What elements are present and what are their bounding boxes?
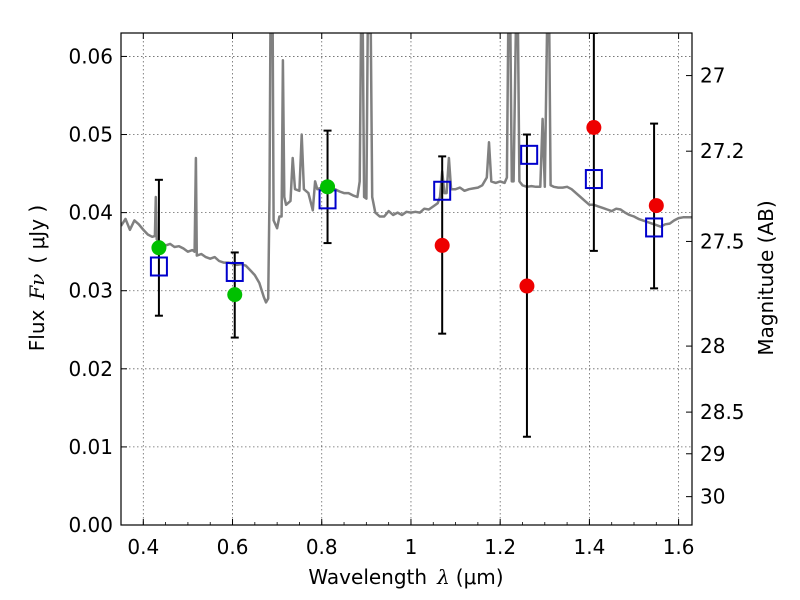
y-tick-label: 0.00: [68, 513, 113, 537]
y2-tick-label: 30: [700, 485, 725, 509]
model-square-point: [520, 144, 539, 165]
x-axis-label: Wavelength λ (μm): [308, 565, 503, 589]
y-tick-label: 0.05: [68, 123, 113, 147]
model-points: [149, 144, 664, 282]
green-data-point: [151, 240, 167, 256]
model-square-point: [149, 256, 168, 277]
y-axis-ticks: 0.00 0.01 0.02 0.03 0.04 0.05 0.06: [68, 44, 127, 537]
y-tick-label: 0.01: [68, 435, 113, 459]
y2-tick-label: 27.5: [700, 229, 745, 253]
red-data-point: [519, 278, 535, 294]
y-tick-label: 0.04: [68, 201, 113, 225]
y2-tick-label: 28.5: [700, 400, 745, 424]
y-tick-label: 0.06: [68, 44, 113, 68]
y-tick-label: 0.02: [68, 357, 113, 381]
y-tick-label: 0.03: [68, 279, 113, 303]
y2-axis-label: Magnitude (AB): [754, 200, 778, 355]
y2-tick-label: 27: [700, 64, 725, 88]
x-tick-label: 0.8: [306, 535, 338, 559]
x-tick-label: 0.4: [127, 535, 159, 559]
red-data-point: [586, 119, 602, 135]
model-square-point: [645, 217, 664, 238]
y2-tick-label: 27.2: [700, 139, 745, 163]
y2-tick-label: 28: [700, 334, 725, 358]
y2-tick-label: 29: [700, 442, 725, 466]
model-square-point: [584, 169, 603, 190]
model-square-point: [433, 180, 452, 201]
y-axis-label: FluxFν( μJy ): [25, 205, 49, 351]
red-data-point: [648, 198, 664, 214]
spectrum-line: [121, 33, 692, 304]
x-tick-label: 1.4: [573, 535, 605, 559]
green-points: [151, 179, 336, 303]
green-data-point: [320, 179, 336, 195]
plot-frame: [120, 32, 693, 526]
x-tick-label: 1.6: [663, 535, 695, 559]
y2-axis-ticks: 27 27.2 27.5 28 28.5 29 30: [686, 64, 745, 509]
red-points: [434, 119, 664, 294]
x-tick-label: 1: [405, 535, 418, 559]
red-data-point: [434, 237, 450, 253]
green-data-point: [227, 287, 243, 303]
x-tick-label: 1.2: [484, 535, 516, 559]
model-square-point: [225, 261, 244, 282]
x-axis-ticks: 0.4 0.6 0.8 1 1.2 1.4 1.6: [120, 33, 695, 559]
plot-area: [121, 33, 692, 438]
x-tick-label: 0.6: [217, 535, 249, 559]
